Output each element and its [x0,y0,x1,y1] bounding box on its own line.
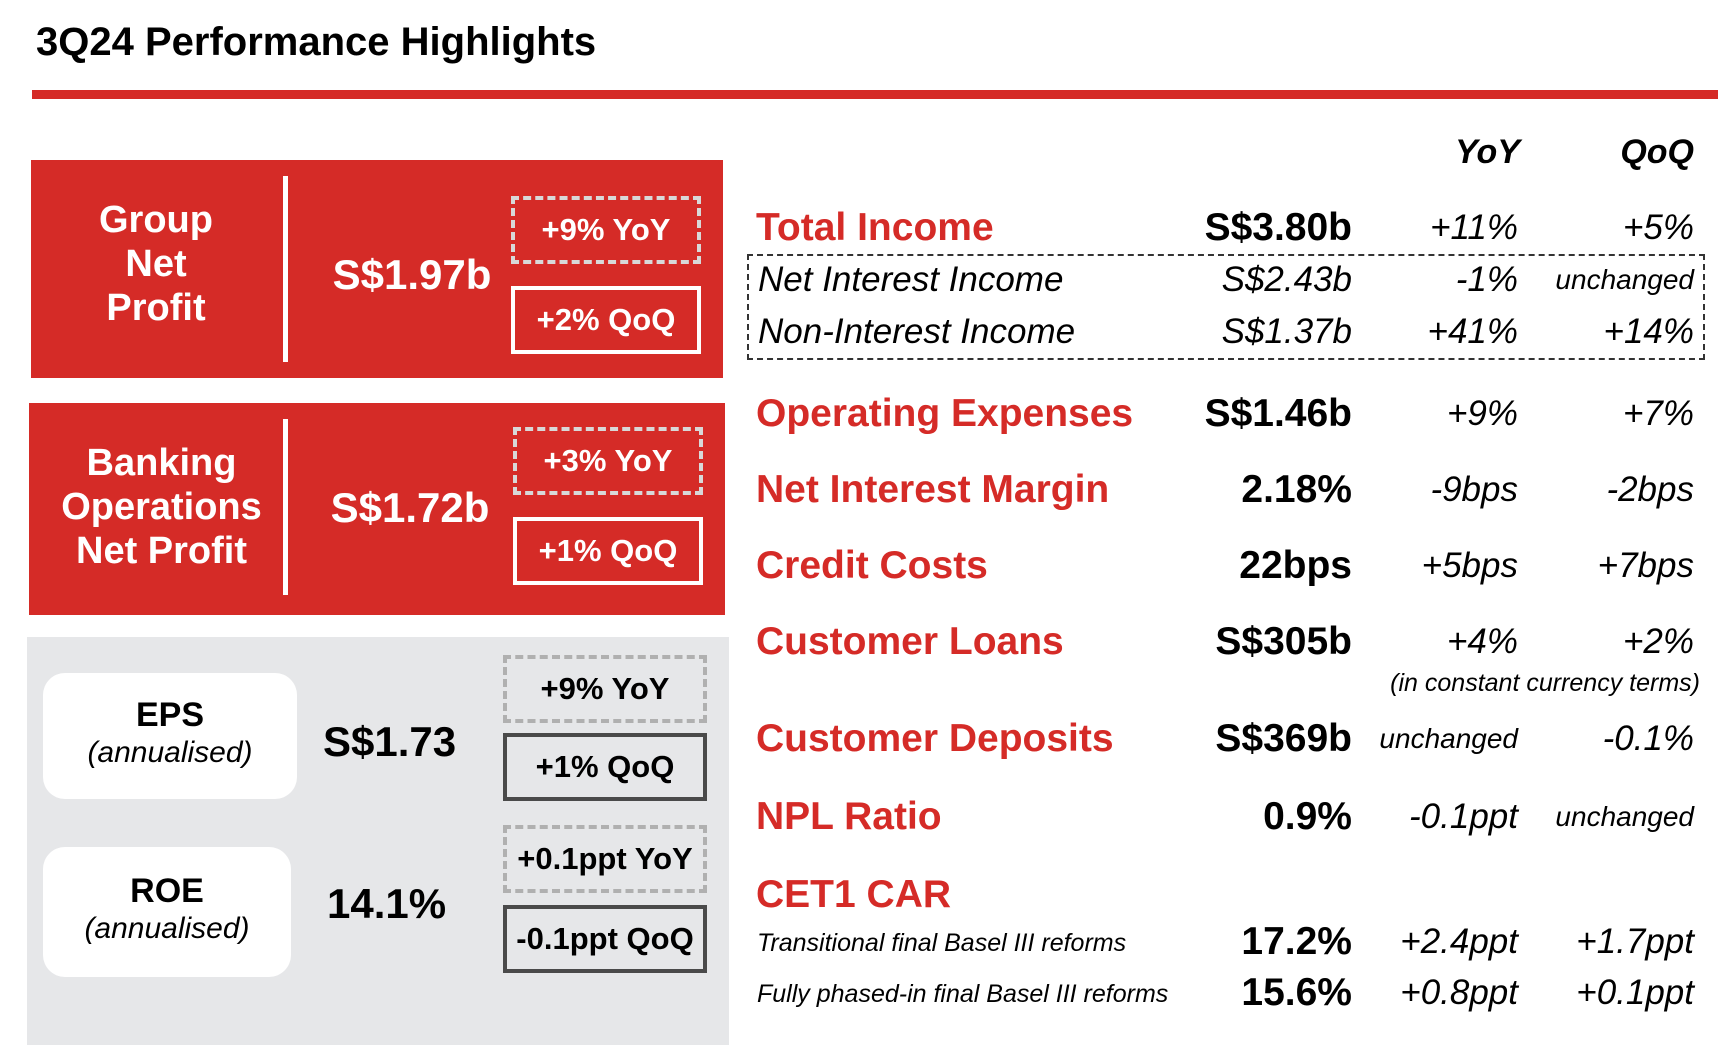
total-income-value: S$3.80b [1204,206,1352,249]
banking-ops-net-profit-label: Banking Operations Net Profit [61,442,262,572]
customer-loans-note: (in constant currency terms) [1390,669,1700,697]
card-divider [283,176,288,362]
group-net-profit-yoy-badge: +9% YoY [511,196,701,264]
roe-yoy-badge: +0.1ppt YoY [503,825,707,893]
page-title: 3Q24 Performance Highlights [36,20,597,64]
customer-loans-label: Customer Loans [756,620,1064,663]
non-interest-income-qoq: +14% [1603,312,1695,351]
customer-deposits-qoq: -0.1% [1602,719,1694,758]
net-interest-margin-yoy: -9bps [1430,470,1518,509]
customer-loans-yoy: +4% [1446,622,1518,661]
title-divider [32,90,1718,99]
roe-pill: ROE (annualised) [43,847,291,977]
non-interest-income-label: Non-Interest Income [758,312,1076,351]
net-interest-income-label: Net Interest Income [758,260,1064,299]
operating-expenses-yoy: +9% [1446,394,1518,433]
npl-ratio-label: NPL Ratio [756,795,942,838]
customer-loans-value: S$305b [1215,620,1352,663]
customer-deposits-label: Customer Deposits [756,717,1114,760]
non-interest-income-yoy: +41% [1427,312,1519,351]
eps-qoq-badge: +1% QoQ [503,733,707,801]
cet1-fully-phased-yoy: +0.8ppt [1400,973,1518,1012]
customer-loans-qoq: +2% [1622,622,1694,661]
operating-expenses-label: Operating Expenses [756,392,1134,435]
card-divider [283,419,288,595]
net-interest-income-qoq: unchanged [1555,264,1694,295]
roe-qoq-badge: -0.1ppt QoQ [503,905,707,973]
banking-ops-yoy-badge: +3% YoY [513,427,703,495]
net-interest-margin-value: 2.18% [1241,468,1352,511]
operating-expenses-qoq: +7% [1622,394,1694,433]
banking-ops-net-profit-card: Banking Operations Net Profit S$1.72b +3… [29,403,725,615]
cet1-transitional-label: Transitional final Basel III reforms [757,929,1127,957]
qoq-column-header: QoQ [1620,133,1694,171]
total-income-yoy: +11% [1430,208,1518,247]
customer-deposits-value: S$369b [1215,717,1352,760]
cet1-car-label: CET1 CAR [756,873,952,916]
eps-pill: EPS (annualised) [43,673,297,799]
cet1-transitional-qoq: +1.7ppt [1576,922,1694,961]
yoy-column-header: YoY [1455,133,1520,171]
cet1-transitional-value: 17.2% [1241,920,1352,963]
group-net-profit-label: Group Net Profit [99,199,213,329]
banking-ops-qoq-badge: +1% QoQ [513,517,703,585]
net-interest-income-yoy: -1% [1455,260,1518,299]
operating-expenses-value: S$1.46b [1204,392,1352,435]
npl-ratio-value: 0.9% [1263,795,1352,838]
roe-label: ROE [130,872,204,910]
customer-deposits-yoy: unchanged [1379,723,1518,754]
net-interest-income-value: S$2.43b [1221,260,1352,299]
banking-ops-net-profit-value: S$1.72b [330,484,490,531]
net-interest-margin-label: Net Interest Margin [756,468,1110,511]
cet1-fully-phased-label: Fully phased-in final Basel III reforms [757,980,1169,1008]
credit-costs-value: 22bps [1239,544,1352,587]
eps-yoy-badge: +9% YoY [503,655,707,723]
credit-costs-yoy: +5bps [1421,546,1518,585]
net-interest-margin-qoq: -2bps [1606,470,1694,509]
cet1-fully-phased-qoq: +0.1ppt [1576,973,1694,1012]
total-income-qoq: +5% [1622,208,1694,247]
eps-label: EPS [135,696,205,734]
group-net-profit-value: S$1.97b [332,251,492,298]
income-breakdown-box [747,254,1705,360]
group-net-profit-card: Group Net Profit S$1.97b +9% YoY +2% QoQ [31,160,723,378]
roe-sublabel: (annualised) [84,912,250,945]
npl-ratio-qoq: unchanged [1555,801,1694,832]
eps-roe-panel: EPS (annualised) S$1.73 +9% YoY +1% QoQ … [27,637,729,1045]
cet1-transitional-yoy: +2.4ppt [1400,922,1518,961]
non-interest-income-value: S$1.37b [1221,312,1352,351]
eps-value: S$1.73 [323,718,457,765]
group-net-profit-qoq-badge: +2% QoQ [511,286,701,354]
credit-costs-label: Credit Costs [756,544,988,587]
roe-value: 14.1% [327,880,447,927]
eps-sublabel: (annualised) [87,736,253,769]
credit-costs-qoq: +7bps [1597,546,1694,585]
cet1-fully-phased-value: 15.6% [1241,971,1352,1014]
npl-ratio-yoy: -0.1ppt [1409,797,1518,836]
total-income-label: Total Income [756,206,994,249]
